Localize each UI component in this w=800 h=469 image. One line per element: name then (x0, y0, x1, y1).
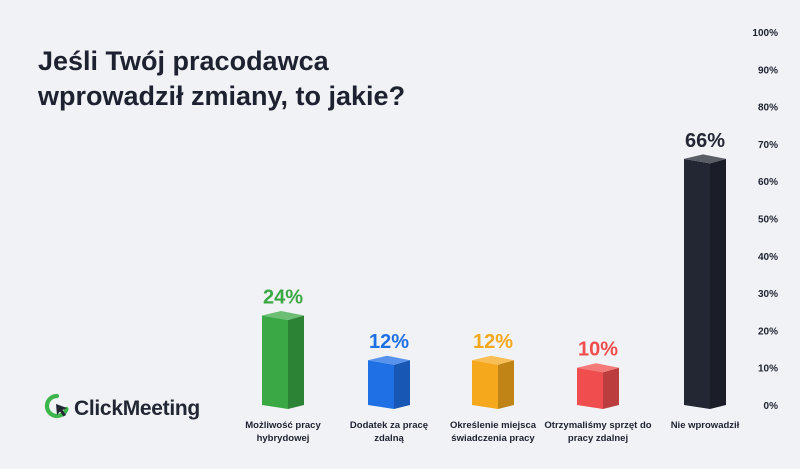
bar-front-face (262, 315, 288, 409)
logo-text: ClickMeeting (74, 396, 200, 420)
bar-value-label: 12% (369, 331, 409, 353)
bar-side-face (394, 360, 410, 409)
bar-value-label: 24% (263, 286, 303, 308)
bar-side-face (603, 367, 619, 409)
y-tick-label: 0% (764, 401, 779, 412)
category-label: Nie wprowadził (671, 420, 740, 431)
bar-front-face (472, 360, 498, 409)
clickmeeting-logo-icon (44, 393, 70, 424)
y-tick-label: 80% (758, 103, 778, 114)
bar-top-face (472, 355, 514, 365)
bar-top-face (577, 363, 619, 373)
bar-front-face (368, 360, 394, 409)
y-tick-label: 70% (758, 140, 778, 151)
bar-value-label: 12% (473, 331, 513, 353)
bar-4: 10% Otrzymaliśmy sprzęt do pracy zdalnej (544, 339, 651, 444)
bar-3: 12% Określenie miejsca świadczenia pracy (450, 331, 537, 444)
bars-layer: 24% Możliwość pracy hybrydowej 12% Dodatek z… (245, 130, 739, 444)
bar-value-label: 66% (685, 130, 725, 152)
bar-side-face (710, 158, 726, 409)
bar-2: 12% Dodatek za pracę zdalną (350, 331, 428, 444)
y-tick-label: 90% (758, 65, 778, 76)
y-tick-label: 100% (752, 28, 778, 39)
y-tick-label: 10% (758, 364, 778, 375)
y-tick-label: 30% (758, 289, 778, 300)
category-label: Określenie miejsca świadczenia pracy (450, 420, 537, 444)
category-label: Możliwość pracy hybrydowej (245, 420, 321, 444)
bar-top-face (684, 154, 726, 164)
y-tick-label: 40% (758, 252, 778, 263)
bar-front-face (684, 158, 710, 409)
chart-title: Jeśli Twój pracodawca wprowadził zmiany,… (38, 46, 406, 111)
bar-5: 66% Nie wprowadził (671, 130, 740, 431)
y-tick-label: 50% (758, 215, 778, 226)
bar-1: 24% Możliwość pracy hybrydowej (245, 286, 321, 444)
bar-top-face (368, 355, 410, 365)
bar-value-label: 10% (578, 339, 618, 361)
category-label: Dodatek za pracę zdalną (350, 420, 428, 444)
y-tick-label: 20% (758, 326, 778, 337)
bar-front-face (577, 367, 603, 409)
category-label: Otrzymaliśmy sprzęt do pracy zdalnej (544, 420, 651, 444)
bar-top-face (262, 310, 304, 320)
y-axis: 0% 10% 20% 30% 40% 50% 60% 70% 80% 90% 100% (752, 28, 778, 412)
clickmeeting-logo: ClickMeeting (44, 393, 200, 424)
bar-side-face (288, 315, 304, 409)
y-tick-label: 60% (758, 177, 778, 188)
bar-side-face (498, 360, 514, 409)
